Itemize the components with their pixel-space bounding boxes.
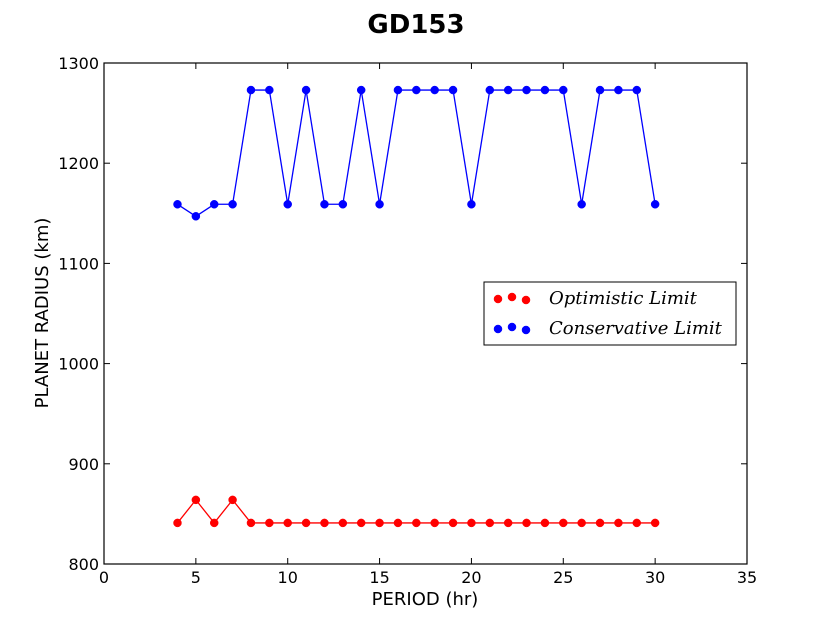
data-point-conservative-limit — [375, 200, 384, 209]
data-point-optimistic-limit — [228, 495, 237, 505]
data-point-conservative-limit — [393, 85, 403, 95]
x-tick-label: 25 — [553, 568, 573, 587]
y-tick-label: 1300 — [58, 54, 99, 73]
y-tick-label: 800 — [68, 555, 99, 574]
legend-box — [483, 281, 737, 346]
data-point-optimistic-limit — [430, 518, 439, 528]
data-point-optimistic-limit — [614, 518, 623, 528]
data-point-optimistic-limit — [577, 518, 586, 528]
series-layer — [173, 85, 660, 528]
data-point-conservative-limit — [467, 200, 476, 209]
x-tick-label: 15 — [369, 568, 389, 587]
x-axis: 0 5 10 15 20 25 30 35 — [99, 63, 757, 587]
data-point-conservative-limit — [191, 212, 201, 221]
data-point-optimistic-limit — [467, 518, 476, 528]
data-point-optimistic-limit — [522, 518, 531, 528]
data-point-optimistic-limit — [632, 518, 642, 528]
data-point-conservative-limit — [632, 85, 642, 95]
data-point-conservative-limit — [448, 85, 458, 95]
y-tick-label: 1200 — [58, 154, 99, 173]
x-tick-label: 5 — [191, 568, 201, 587]
data-point-optimistic-limit — [650, 518, 660, 528]
x-tick-label: 10 — [278, 568, 298, 587]
y-tick-label: 1100 — [58, 254, 99, 273]
legend-marker-optimistic-limit — [493, 294, 503, 304]
data-point-conservative-limit — [301, 85, 311, 95]
legend-marker-optimistic-limit — [521, 295, 531, 305]
data-point-optimistic-limit — [393, 518, 403, 528]
data-point-optimistic-limit — [595, 518, 605, 528]
data-point-conservative-limit — [173, 200, 182, 209]
data-point-optimistic-limit — [191, 495, 201, 505]
data-point-conservative-limit — [614, 85, 623, 95]
data-point-optimistic-limit — [246, 518, 256, 528]
data-point-conservative-limit — [283, 200, 292, 209]
data-point-conservative-limit — [246, 85, 256, 95]
x-tick-label: 35 — [737, 568, 757, 587]
data-point-conservative-limit — [265, 85, 274, 95]
data-point-conservative-limit — [338, 200, 348, 209]
data-point-conservative-limit — [412, 85, 421, 95]
legend-marker-conservative-limit — [521, 325, 531, 335]
data-point-conservative-limit — [522, 85, 531, 95]
data-point-optimistic-limit — [173, 518, 182, 528]
data-point-optimistic-limit — [540, 518, 550, 528]
chart-title: GD153 — [367, 10, 464, 40]
data-point-conservative-limit — [356, 85, 366, 95]
data-point-optimistic-limit — [375, 518, 384, 528]
y-axis: 800 900 1000 1100 1200 1300 — [58, 54, 747, 574]
data-point-conservative-limit — [650, 200, 660, 209]
data-point-conservative-limit — [209, 200, 219, 209]
x-tick-label: 30 — [645, 568, 665, 587]
legend-marker-conservative-limit — [507, 322, 517, 332]
legend-label-conservative-limit: Conservative Limit — [549, 318, 723, 339]
legend-marker-conservative-limit — [493, 324, 503, 334]
y-tick-label: 900 — [68, 455, 99, 474]
data-point-optimistic-limit — [283, 518, 292, 528]
data-point-optimistic-limit — [559, 518, 568, 528]
data-point-optimistic-limit — [338, 518, 348, 528]
x-tick-label: 0 — [99, 568, 109, 587]
x-tick-label: 20 — [461, 568, 481, 587]
data-point-conservative-limit — [577, 200, 586, 209]
data-point-conservative-limit — [503, 85, 513, 95]
data-point-conservative-limit — [228, 200, 237, 209]
legend: Optimistic Limit Conservative Limit — [483, 281, 737, 346]
data-point-optimistic-limit — [503, 518, 513, 528]
legend-label-optimistic-limit: Optimistic Limit — [549, 288, 698, 309]
data-point-optimistic-limit — [485, 518, 495, 528]
data-point-conservative-limit — [540, 85, 550, 95]
data-point-conservative-limit — [320, 200, 329, 209]
y-axis-label: PLANET RADIUS (km) — [32, 218, 53, 409]
x-axis-label: PERIOD (hr) — [372, 589, 479, 610]
legend-marker-optimistic-limit — [507, 292, 517, 302]
data-point-optimistic-limit — [448, 518, 458, 528]
data-point-optimistic-limit — [301, 518, 311, 528]
data-point-conservative-limit — [559, 85, 568, 95]
y-tick-label: 1000 — [58, 355, 99, 374]
data-point-conservative-limit — [595, 85, 605, 95]
data-point-optimistic-limit — [320, 518, 329, 528]
data-point-optimistic-limit — [412, 518, 421, 528]
data-point-conservative-limit — [485, 85, 495, 95]
data-point-optimistic-limit — [356, 518, 366, 528]
data-point-optimistic-limit — [265, 518, 274, 528]
data-point-optimistic-limit — [209, 518, 219, 528]
data-point-conservative-limit — [430, 85, 439, 95]
